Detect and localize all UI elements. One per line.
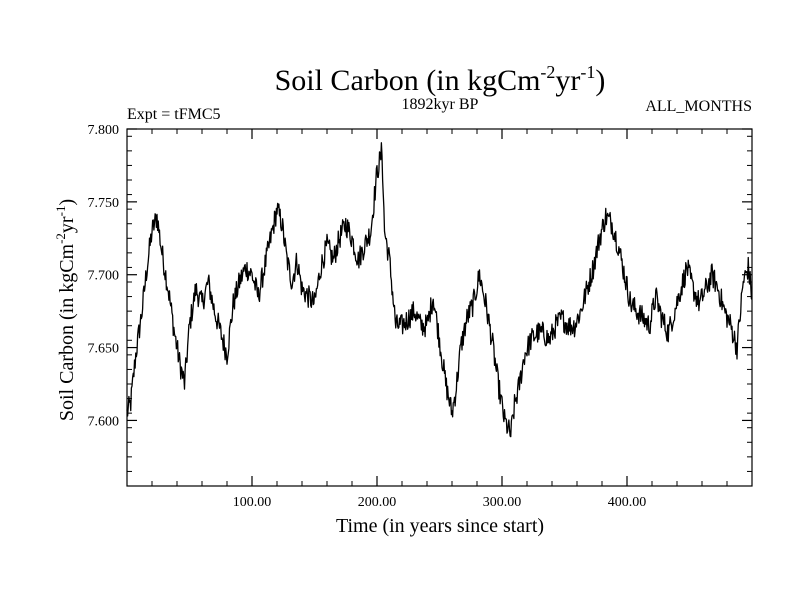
x-tick-label: 300.00: [483, 495, 522, 510]
x-axis-label: Time (in years since start): [336, 515, 544, 537]
x-axis: 100.00 200.00 300.00 400.00: [233, 129, 647, 510]
plot-frame: [126, 128, 753, 487]
y-tick-label: 7.600: [88, 414, 120, 429]
experiment-label: Expt = tFMC5: [127, 106, 220, 123]
minor-ticks: [127, 129, 752, 486]
chart-title: Soil Carbon (in kgCm-2yr-1): [275, 62, 606, 97]
period-label: 1892kyr BP: [402, 96, 479, 113]
x-tick-label: 100.00: [233, 495, 272, 510]
series-line: [126, 142, 753, 438]
y-axis-label: Soil Carbon (in kgCm-2yr-1): [53, 199, 78, 421]
months-label: ALL_MONTHS: [645, 98, 752, 115]
series-group: [126, 142, 753, 438]
y-tick-label: 7.800: [88, 123, 120, 138]
x-tick-label: 200.00: [358, 495, 397, 510]
y-tick-label: 7.650: [88, 342, 120, 357]
x-tick-label: 400.00: [608, 495, 647, 510]
y-tick-label: 7.700: [88, 269, 120, 284]
y-tick-label: 7.750: [88, 196, 120, 211]
y-axis: 7.600 7.650 7.700 7.750 7.800: [88, 123, 752, 429]
